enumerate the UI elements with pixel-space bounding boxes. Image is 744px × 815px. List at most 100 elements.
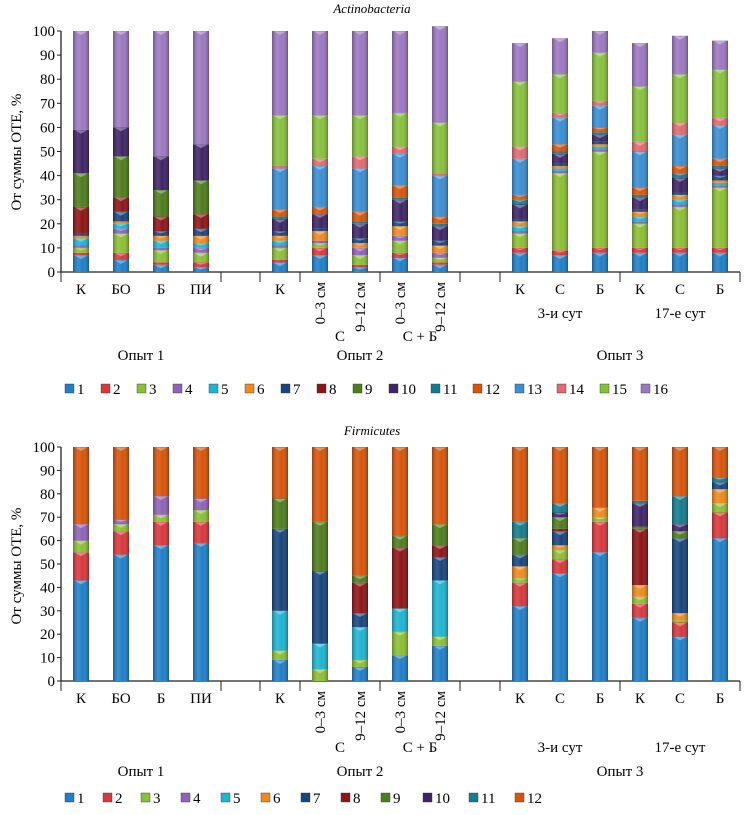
bar-segment-highlight [195, 31, 207, 35]
bar-segment-shade [632, 247, 648, 253]
y-tick-label: 40 [40, 580, 55, 596]
bar-segment-shade [512, 447, 528, 522]
x-subgroup-label: С + Б [403, 329, 438, 345]
stacked-bar [552, 38, 568, 272]
bar-segment-shade [392, 535, 408, 548]
bar-segment-shade [672, 538, 688, 614]
bar-segment-shade [312, 447, 328, 522]
bar-segment-shade [73, 552, 89, 581]
bar-segment-shade [352, 115, 368, 157]
bar-segment-highlight [274, 262, 286, 267]
chart-title: Firmicutes [343, 423, 400, 438]
bar-segment-highlight [394, 113, 406, 117]
bar-segment-highlight [594, 517, 606, 520]
bar-segment-shade [73, 580, 89, 681]
bar-segment-highlight [75, 255, 87, 260]
legend-label: 3 [149, 382, 157, 398]
bar-segment-shade [632, 596, 648, 604]
bar-segment-shade [552, 528, 568, 532]
bar-segment-highlight [314, 231, 326, 236]
bar-segment-highlight [714, 70, 726, 74]
bar-segment-highlight [674, 538, 686, 543]
y-tick-label: 60 [40, 534, 55, 550]
y-axis-label: От суммы ОТЕ, % [9, 94, 25, 211]
bar-segment-highlight [674, 166, 686, 170]
bar-segment-highlight [594, 127, 606, 130]
bar-segment-highlight [514, 583, 526, 587]
legend-swatch-5 [220, 792, 231, 803]
bar-segment-highlight [554, 517, 566, 522]
bar-segment-highlight [195, 243, 207, 246]
bar-segment-shade [672, 524, 688, 532]
bar-segment-shade [712, 247, 728, 253]
bar-segment-shade [552, 74, 568, 113]
y-tick-label: 10 [40, 241, 55, 257]
bar-segment-shade [392, 153, 408, 186]
bar-segment-shade [632, 43, 648, 87]
legend-item: 4 [180, 791, 201, 807]
bar-segment-shade [73, 255, 89, 272]
x-category-label: 0–3 см [393, 690, 409, 733]
bar-segment-shade [272, 528, 288, 611]
x-category-label: Б [716, 282, 725, 298]
bar-segment-highlight [354, 255, 366, 260]
legend-label: 7 [293, 382, 301, 398]
x-category-label: Б [157, 691, 166, 707]
bar-segment-highlight [594, 152, 606, 156]
bar-segment-shade [193, 498, 209, 511]
bar-segment-shade [193, 247, 209, 253]
bar-segment-shade [352, 243, 368, 248]
bar-segment-shade [193, 180, 209, 215]
stacked-bar [632, 43, 648, 272]
y-tick-label: 70 [40, 510, 55, 526]
stacked-bar [632, 447, 648, 681]
bar-segment-shade [432, 524, 448, 546]
bar-segment-highlight [714, 503, 726, 508]
legend-item: 10 [422, 791, 450, 807]
bar-segment-shade [512, 221, 528, 227]
bar-segment-shade [392, 185, 408, 198]
bar-segment-highlight [594, 101, 606, 104]
bar-segment-shade [432, 252, 448, 258]
legend-item: 13 [514, 382, 542, 398]
bar-segment-shade [552, 168, 568, 171]
stacked-bar [153, 31, 169, 272]
bar-segment-shade [712, 482, 728, 490]
bar-segment-shade [432, 264, 448, 272]
bar-segment-shade [552, 573, 568, 681]
x-category-label: К [275, 282, 286, 298]
bar-segment-shade [432, 240, 448, 246]
bar-segment-highlight [354, 168, 366, 173]
bar-segment-highlight [674, 173, 686, 176]
stacked-bar [712, 40, 728, 272]
bar-segment-highlight [554, 255, 566, 260]
bar-segment-highlight [155, 236, 167, 239]
stacked-bar [552, 447, 568, 681]
bar-segment-highlight [274, 248, 286, 252]
bar-segment-highlight [434, 524, 446, 529]
bar-segment-shade [73, 129, 89, 174]
legend-swatch-9 [352, 383, 363, 394]
bar-segment-highlight [434, 557, 446, 561]
bar-segment-shade [392, 447, 408, 536]
bar-segment-shade [712, 117, 728, 125]
bar-segment-highlight [75, 130, 87, 134]
bar-segment-highlight [314, 522, 326, 526]
bar-segment-shade [632, 603, 648, 618]
legend-swatch-4 [180, 792, 191, 803]
bar-segment-highlight [514, 233, 526, 238]
stacked-bar [113, 31, 129, 272]
bar-segment-highlight [634, 212, 646, 215]
bar-segment-highlight [354, 212, 366, 216]
bar-segment-highlight [75, 207, 87, 211]
bar-segment-shade [113, 223, 129, 229]
legend-swatch-8 [340, 792, 351, 803]
bar-segment-shade [392, 221, 408, 227]
stacked-bar [312, 31, 328, 272]
bar-segment-highlight [155, 265, 167, 269]
bar-segment-shade [73, 238, 89, 246]
bar-segment-highlight [314, 644, 326, 648]
bar-segment-highlight [195, 248, 207, 251]
bar-segment-highlight [594, 552, 606, 557]
bar-segment-shade [552, 549, 568, 560]
